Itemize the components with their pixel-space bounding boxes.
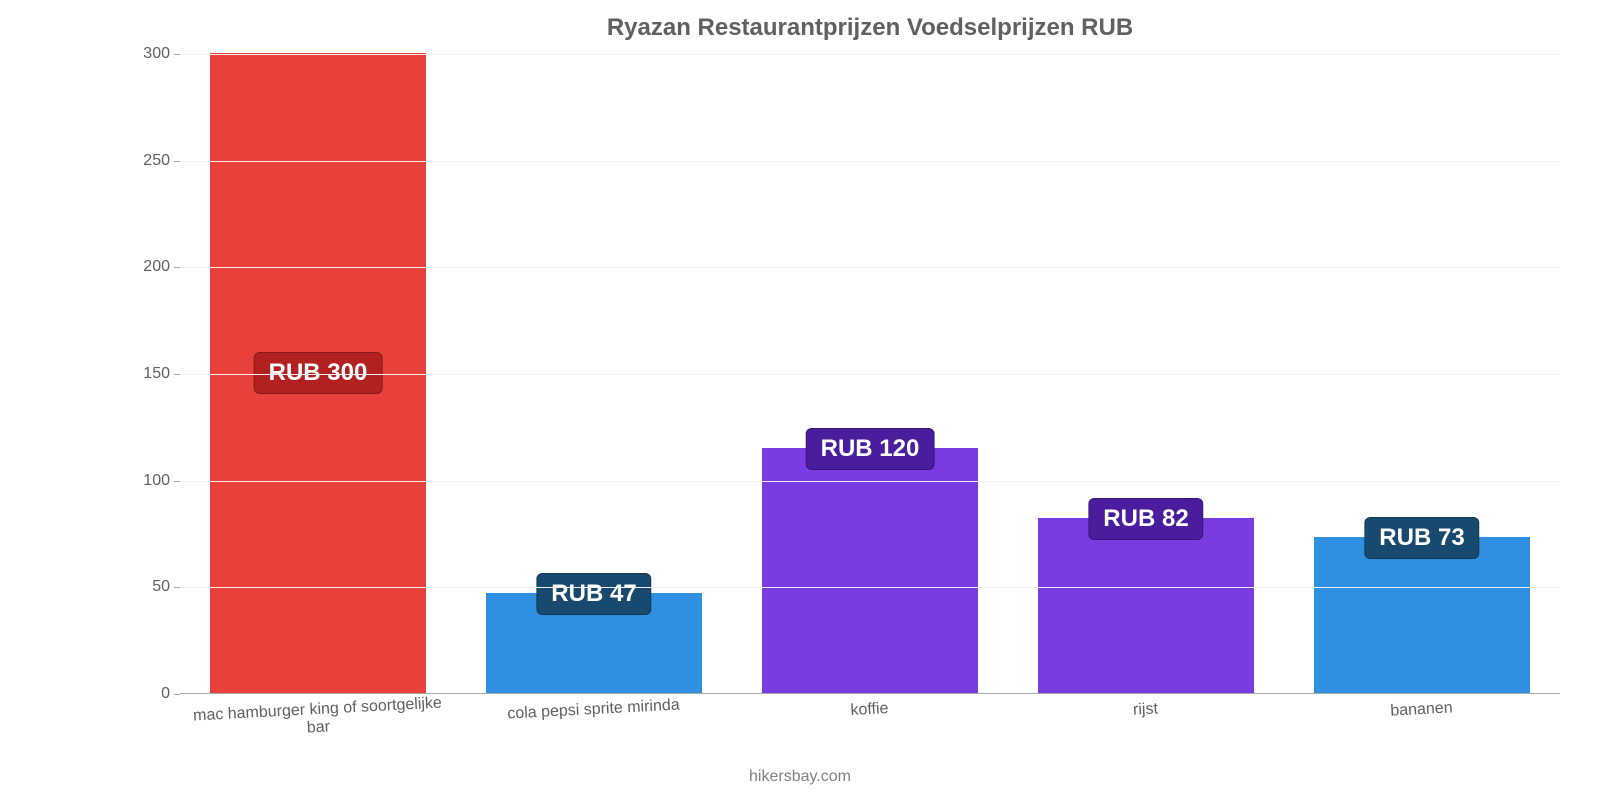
bar: RUB 120 xyxy=(762,448,977,693)
y-tick-mark xyxy=(174,481,180,482)
value-badge: RUB 73 xyxy=(1364,517,1479,559)
gridline xyxy=(180,161,1560,162)
x-axis-label: mac hamburger king of soortgelijke bar xyxy=(179,694,457,744)
gridline xyxy=(180,374,1560,375)
bar: RUB 82 xyxy=(1038,518,1253,693)
y-tick-label: 50 xyxy=(130,578,170,596)
x-axis-label: cola pepsi sprite mirinda xyxy=(455,694,733,744)
y-tick-mark xyxy=(174,54,180,55)
y-tick-mark xyxy=(174,267,180,268)
y-tick-mark xyxy=(174,374,180,375)
bar: RUB 300 xyxy=(210,53,425,693)
chart-title: Ryazan Restaurantprijzen Voedselprijzen … xyxy=(180,14,1560,42)
bar: RUB 47 xyxy=(486,593,701,693)
gridline xyxy=(180,54,1560,55)
y-tick-label: 250 xyxy=(130,152,170,170)
x-axis-label: rijst xyxy=(1007,694,1285,744)
x-axis-label: bananen xyxy=(1283,694,1561,744)
y-tick-label: 100 xyxy=(130,472,170,490)
gridline xyxy=(180,481,1560,482)
attribution-text: hikersbay.com xyxy=(0,768,1600,786)
x-axis-labels: mac hamburger king of soortgelijke barco… xyxy=(180,701,1560,737)
y-tick-label: 150 xyxy=(130,365,170,383)
gridline xyxy=(180,587,1560,588)
y-tick-mark xyxy=(174,587,180,588)
value-badge: RUB 47 xyxy=(536,573,651,615)
value-badge: RUB 82 xyxy=(1088,498,1203,540)
y-tick-mark xyxy=(174,694,180,695)
price-bar-chart: Ryazan Restaurantprijzen Voedselprijzen … xyxy=(0,0,1600,800)
y-tick-label: 0 xyxy=(130,685,170,703)
plot-area: RUB 300RUB 47RUB 120RUB 82RUB 73 mac ham… xyxy=(180,54,1560,694)
value-badge: RUB 120 xyxy=(806,428,935,470)
x-axis-label: koffie xyxy=(731,694,1009,744)
y-tick-label: 300 xyxy=(130,45,170,63)
gridline xyxy=(180,267,1560,268)
y-tick-label: 200 xyxy=(130,258,170,276)
y-tick-mark xyxy=(174,161,180,162)
value-badge: RUB 300 xyxy=(254,352,383,394)
bar: RUB 73 xyxy=(1314,537,1529,693)
